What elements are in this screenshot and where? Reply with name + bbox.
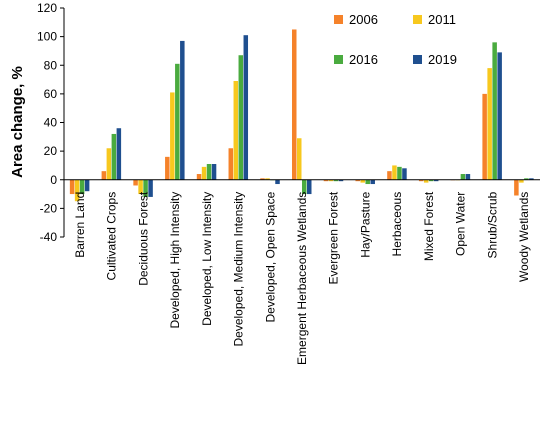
bar-2006-7 [292, 29, 297, 180]
category-label: Emergent Herbaceous Wetlands [295, 192, 309, 365]
bar-2016-9 [365, 179, 370, 185]
bar-2019-13 [497, 52, 502, 180]
bar-2016-3 [175, 63, 180, 180]
bar-2019-5 [243, 35, 249, 180]
bar-2016-14 [524, 178, 529, 180]
bar-2011-13 [487, 68, 492, 180]
bar-2006-0 [69, 179, 75, 195]
y-tick-label: 40 [44, 116, 58, 130]
category-label: Developed, Low Intensity [200, 192, 214, 326]
bar-2011-8 [328, 179, 334, 182]
y-tick-label: 80 [44, 58, 58, 72]
bar-2011-7 [297, 138, 302, 180]
bar-2006-8 [323, 179, 329, 182]
category-label: Mixed Forest [422, 191, 436, 261]
category-labels: Barren Land Cultivated Crops Deciduous For… [73, 191, 531, 365]
bar-2019-0 [84, 179, 90, 192]
y-tick-label: 60 [44, 87, 58, 101]
category-label: Hay/Pasture [358, 191, 372, 257]
bar-2019-2 [148, 179, 153, 197]
bar-2006-9 [355, 179, 360, 182]
category-label: Open Water [454, 192, 468, 256]
bar-2011-0 [74, 179, 80, 202]
y-tick-label: -20 [40, 201, 58, 215]
y-tick-label: 100 [37, 30, 57, 44]
legend-label-2006: 2006 [349, 12, 378, 27]
bar-2006-6 [260, 178, 265, 180]
bar-2011-5 [233, 80, 239, 180]
category-label: Developed, Open Space [263, 191, 277, 322]
bar-2016-13 [492, 42, 497, 180]
bar-2011-6 [265, 178, 270, 180]
y-tick-label: -40 [40, 230, 58, 244]
y-axis-ticks: -40 -20 0 20 40 60 80 100 120 [37, 1, 64, 244]
bar-2016-7 [302, 179, 307, 195]
category-label: Evergreen Forest [327, 191, 341, 284]
bar-2019-4 [211, 164, 217, 180]
legend-swatch-2019 [413, 55, 422, 64]
bar-2006-14 [514, 179, 519, 196]
bar-2016-12 [460, 174, 466, 180]
category-label: Woody Wetlands [517, 192, 531, 282]
bar-2011-9 [360, 179, 365, 183]
bar-2006-13 [482, 93, 487, 180]
legend-swatch-2006 [334, 15, 343, 24]
bar-2016-1 [111, 133, 117, 180]
legend-label-2019: 2019 [428, 52, 457, 67]
y-axis-label: Area change, % [9, 66, 26, 178]
legend: 2006 2011 2016 2019 [334, 12, 457, 67]
bar-2019-10 [402, 168, 407, 180]
bar-2019-14 [529, 178, 534, 180]
legend-swatch-2011 [413, 15, 422, 24]
bar-2019-3 [180, 40, 185, 180]
bar-2019-7 [307, 179, 312, 195]
bar-2019-8 [338, 179, 344, 182]
bar-2016-4 [206, 164, 212, 180]
bar-2011-1 [106, 148, 112, 180]
bar-2011-4 [201, 166, 207, 180]
legend-label-2011: 2011 [428, 12, 456, 27]
bar-2016-10 [397, 166, 402, 180]
bar-2019-6 [275, 179, 280, 185]
bar-2011-3 [170, 92, 175, 180]
bar-2006-10 [387, 171, 392, 180]
bar-2011-11 [423, 179, 429, 183]
category-label: Shrub/Scrub [485, 191, 499, 258]
bar-2019-9 [370, 179, 375, 185]
y-tick-label: 0 [50, 173, 57, 187]
bar-2006-2 [133, 179, 138, 186]
category-label: Developed, Medium Intensity [232, 192, 246, 347]
y-tick-label: 20 [44, 144, 58, 158]
bar-2011-2 [138, 179, 143, 195]
bar-2016-0 [79, 179, 85, 195]
category-label: Herbaceous [390, 192, 404, 257]
bar-2019-1 [116, 128, 122, 180]
category-label: Deciduous Forest [136, 191, 150, 286]
category-label: Developed, High Intensity [168, 192, 182, 329]
bar-2006-4 [196, 174, 202, 180]
bar-2016-8 [333, 179, 339, 182]
legend-label-2016: 2016 [349, 52, 378, 67]
bar-series [69, 29, 534, 202]
bar-2016-5 [238, 55, 244, 180]
bar-2006-1 [101, 171, 107, 180]
bar-2006-5 [228, 148, 234, 180]
bar-2019-11 [433, 179, 439, 182]
bar-2011-10 [392, 165, 397, 180]
legend-swatch-2016 [334, 55, 343, 64]
bar-2019-12 [465, 174, 471, 180]
bar-2006-3 [165, 156, 170, 180]
category-label: Cultivated Crops [105, 192, 119, 281]
bar-2011-14 [519, 179, 524, 183]
bar-2016-11 [428, 179, 434, 182]
category-label: Barren Land [73, 192, 87, 258]
bar-2016-2 [143, 179, 148, 197]
bar-2006-11 [418, 179, 424, 182]
y-tick-label: 120 [37, 1, 57, 15]
